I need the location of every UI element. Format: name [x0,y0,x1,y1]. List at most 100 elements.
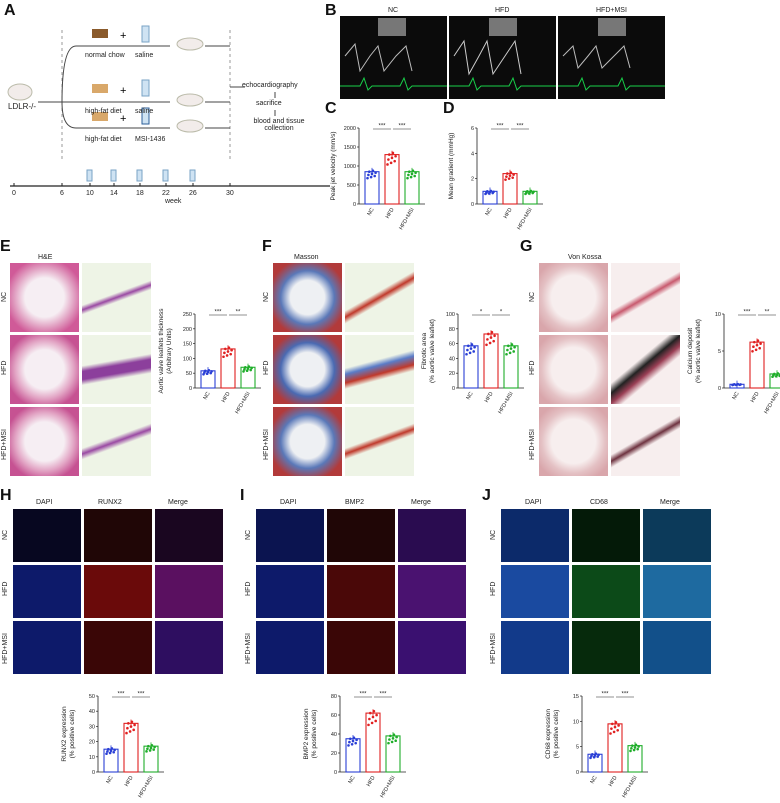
row3-diet: high-fat diet [85,136,122,143]
j-row-nc: NC [490,529,497,540]
x-tick-label: HFD [608,775,619,788]
y-tick-label: 0 [189,386,192,392]
masson-overview-column [272,262,343,477]
y-tick-label: 40 [89,709,95,715]
data-point [472,350,475,353]
y-tick-label: 5 [718,349,721,355]
data-point [505,175,508,178]
y-tick-label: 30 [89,724,95,730]
i-row-hfdmsi: HFD+MSI [245,633,252,664]
vonkossa-zoom-hfd [610,334,681,405]
y-axis-label: RUNX2 expression [61,706,68,762]
sig-label: ** [236,310,241,316]
y-tick-label: 50 [186,371,192,377]
g-row-hfdmsi: HFD+MSI [529,429,536,460]
bmp2-merge-hfd [397,564,467,619]
bmp2-merge-nc [397,508,467,563]
data-point [486,338,489,341]
data-point [374,171,377,175]
y-axis-label: Mean gradient (mmHg) [448,133,455,200]
panel-label-f: F [262,238,272,255]
y-tick-label: 2000 [344,126,356,132]
y-tick-label: 80 [331,694,337,700]
h-row-hfd: HFD [2,581,9,596]
data-point [204,369,207,373]
y-axis-label: Calcium deposit [687,328,694,374]
data-point [145,750,148,753]
data-point [492,190,495,194]
i-ch-merge: Merge [411,499,431,506]
y-tick-label: 4 [471,151,474,157]
row3-treatment: MSI-1436 [135,136,166,143]
outcome-collection: blood and tissue collection [253,118,305,132]
x-tick-label: NC [106,775,115,785]
data-point [355,738,358,742]
data-point [756,339,760,342]
data-point [509,347,513,350]
data-point [736,382,740,386]
sig-label: *** [496,124,504,130]
tick-18: 18 [136,190,144,197]
he-zoom-hfdmsi [81,406,152,477]
runx2-merge-hfd [154,564,224,619]
x-tick-label: HFD [385,207,396,220]
data-point [414,171,417,175]
data-point [411,169,415,172]
data-point [733,383,736,386]
tick-26: 26 [189,190,197,197]
y-axis-label-2: (% positive cells) [553,710,560,759]
data-point [388,153,391,156]
data-point [128,730,132,733]
data-point [506,172,509,175]
sig-label: *** [117,692,125,698]
data-point [109,749,113,753]
y-tick-label: 80 [449,327,455,333]
data-point [390,156,394,160]
masson-zoom-hfd [344,334,415,405]
data-point [368,170,371,173]
data-point [367,723,370,727]
tick-22: 22 [162,190,170,197]
data-point [369,711,372,715]
data-point [113,748,116,752]
masson-zoom-nc [344,262,415,333]
he-zoom-column [81,262,152,477]
masson-zoom-column [344,262,415,477]
data-point [507,344,510,348]
data-point [370,721,374,725]
data-point [393,159,396,163]
data-point [366,176,369,180]
stain-f: Masson [294,254,319,261]
y-tick-label: 0 [471,202,474,208]
x-tick-label: NC [203,391,212,401]
row2-diet: high-fat diet [85,108,122,115]
data-point [485,343,488,347]
svg-text:+: + [120,30,126,42]
data-point [349,737,352,741]
x-tick-label: NC [485,207,494,217]
runx2-merge-hfdmsi [154,620,224,675]
y-tick-label: 10 [89,755,95,761]
sig-label: *** [379,692,387,698]
j-ch-cd68: CD68 [590,499,608,506]
y-tick-label: 40 [449,356,455,362]
i-ch-dapi: DAPI [280,499,297,506]
chart-g: 0 5 10 Calcium deposit (% aortic valve leafl… [687,310,780,415]
data-point [108,751,112,755]
schema-panel: + + + normal chow saline [0,20,335,210]
data-point [505,352,508,356]
data-point [368,717,371,721]
data-point [367,173,370,177]
data-point [473,345,476,349]
vonkossa-overview-nc [538,262,609,333]
data-point [529,189,533,193]
h-row-hfdmsi: HFD+MSI [2,633,9,664]
data-point [612,730,616,734]
y-tick-label: 2 [471,177,474,183]
stain-e: H&E [38,254,53,261]
x-tick-label: HFD+MSI [379,775,397,799]
masson-overview-nc [272,262,343,333]
data-point [129,725,133,728]
sig-label: *** [137,692,145,698]
sig-label: *** [601,692,609,698]
